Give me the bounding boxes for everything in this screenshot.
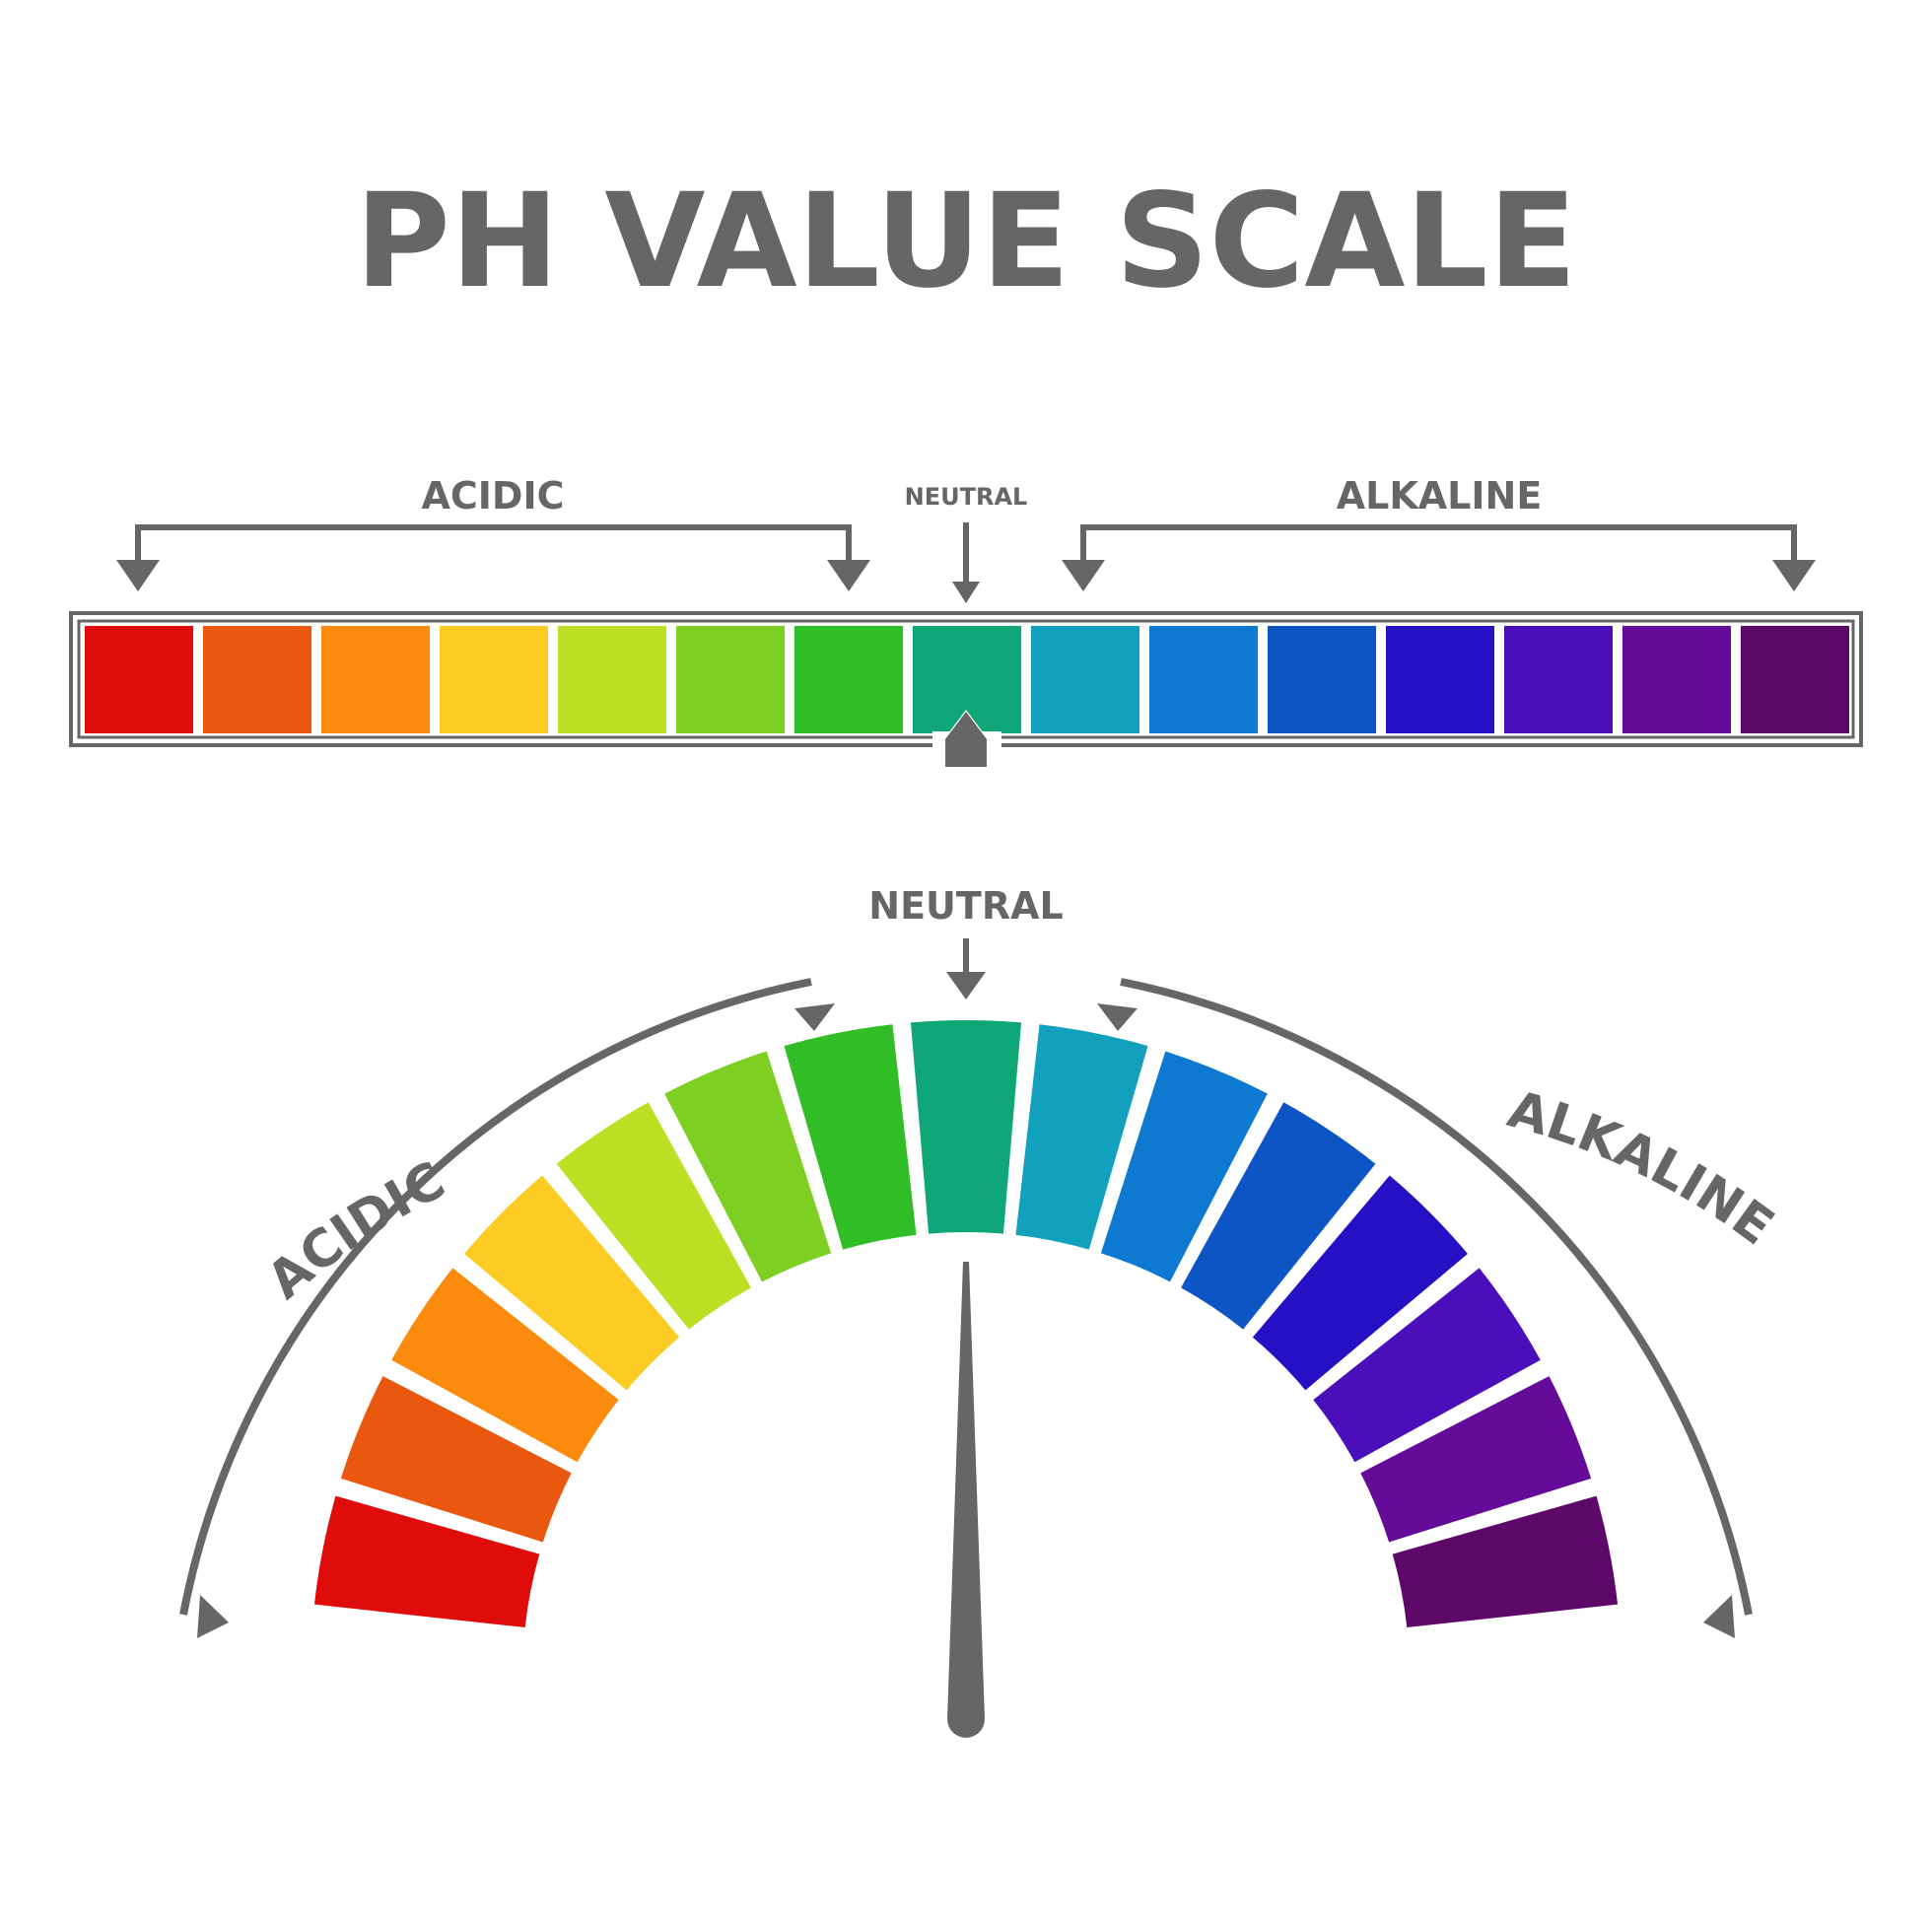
gauge-alkaline-label-text: ALKALINE xyxy=(1502,1080,1784,1258)
alkaline-right-arrow-icon xyxy=(1772,560,1816,591)
gauge-segment-4 xyxy=(464,1175,680,1391)
linear-alkaline-label: ALKALINE xyxy=(1337,474,1543,518)
acidic-bracket xyxy=(135,524,852,562)
gauge-segment-1 xyxy=(313,1495,540,1628)
linear-acidic-label: ACIDIC xyxy=(421,474,564,518)
scale-pointer-icon xyxy=(945,710,987,767)
gauge-segment-6 xyxy=(664,1051,832,1282)
linear-segments xyxy=(85,626,1849,751)
gauge-acidic-label-text: ACIDIC xyxy=(256,1151,454,1311)
gauge-needle xyxy=(947,1262,985,1738)
alkaline-bracket xyxy=(1080,524,1797,562)
gauge-segments xyxy=(313,1020,1619,1628)
acidic-left-arrow-icon xyxy=(116,560,160,591)
gauge-segment-2 xyxy=(340,1376,572,1543)
gauge-segment-13 xyxy=(1313,1268,1541,1463)
alkaline-arc-end-arrow-icon xyxy=(1703,1595,1735,1638)
linear-segment-4 xyxy=(440,626,548,733)
acidic-arc-end-arrow-icon xyxy=(794,1003,835,1031)
linear-segment-13 xyxy=(1504,626,1613,733)
gauge-neutral-label: NEUTRAL xyxy=(868,884,1063,928)
gauge-segment-10 xyxy=(1100,1051,1268,1282)
linear-segment-3 xyxy=(321,626,430,733)
gauge-segment-9 xyxy=(1015,1024,1148,1250)
linear-segment-7 xyxy=(794,626,903,733)
linear-segment-2 xyxy=(203,626,311,733)
gauge-segment-15 xyxy=(1392,1495,1619,1628)
gauge: NEUTRAL ACIDIC ALKALINE xyxy=(179,884,1784,1738)
acidic-arc xyxy=(179,978,812,1616)
gauge-segment-5 xyxy=(556,1102,751,1330)
gauge-segment-14 xyxy=(1360,1376,1592,1543)
neutral-arrow-icon xyxy=(952,582,980,603)
linear-segment-11 xyxy=(1268,626,1376,733)
linear-segment-6 xyxy=(676,626,785,733)
gauge-segment-8 xyxy=(910,1020,1022,1234)
linear-segment-5 xyxy=(558,626,666,733)
alkaline-arc xyxy=(1120,978,1753,1616)
gauge-segment-12 xyxy=(1252,1175,1468,1391)
alkaline-arc-start-arrow-icon xyxy=(1097,1003,1138,1031)
acidic-arc-start-arrow-icon xyxy=(197,1595,229,1638)
alkaline-left-arrow-icon xyxy=(1062,560,1105,591)
gauge-segment-11 xyxy=(1181,1102,1376,1330)
gauge-segment-7 xyxy=(784,1024,917,1250)
linear-neutral-label: NEUTRAL xyxy=(905,483,1028,511)
linear-segment-10 xyxy=(1149,626,1258,733)
linear-segment-1 xyxy=(85,626,193,733)
linear-scale: ACIDIC NEUTRAL ALKALINE xyxy=(69,474,1863,767)
linear-segment-14 xyxy=(1622,626,1731,733)
gauge-segment-3 xyxy=(391,1268,619,1463)
gauge-acidic-label: ACIDIC xyxy=(256,1151,454,1311)
gauge-neutral-arrow-icon xyxy=(946,972,986,1000)
linear-segment-15 xyxy=(1741,626,1849,733)
linear-segment-12 xyxy=(1386,626,1494,733)
page-title: PH VALUE SCALE xyxy=(355,166,1577,317)
linear-segment-9 xyxy=(1031,626,1139,733)
gauge-alkaline-label: ALKALINE xyxy=(1502,1080,1784,1258)
acidic-right-arrow-icon xyxy=(827,560,870,591)
